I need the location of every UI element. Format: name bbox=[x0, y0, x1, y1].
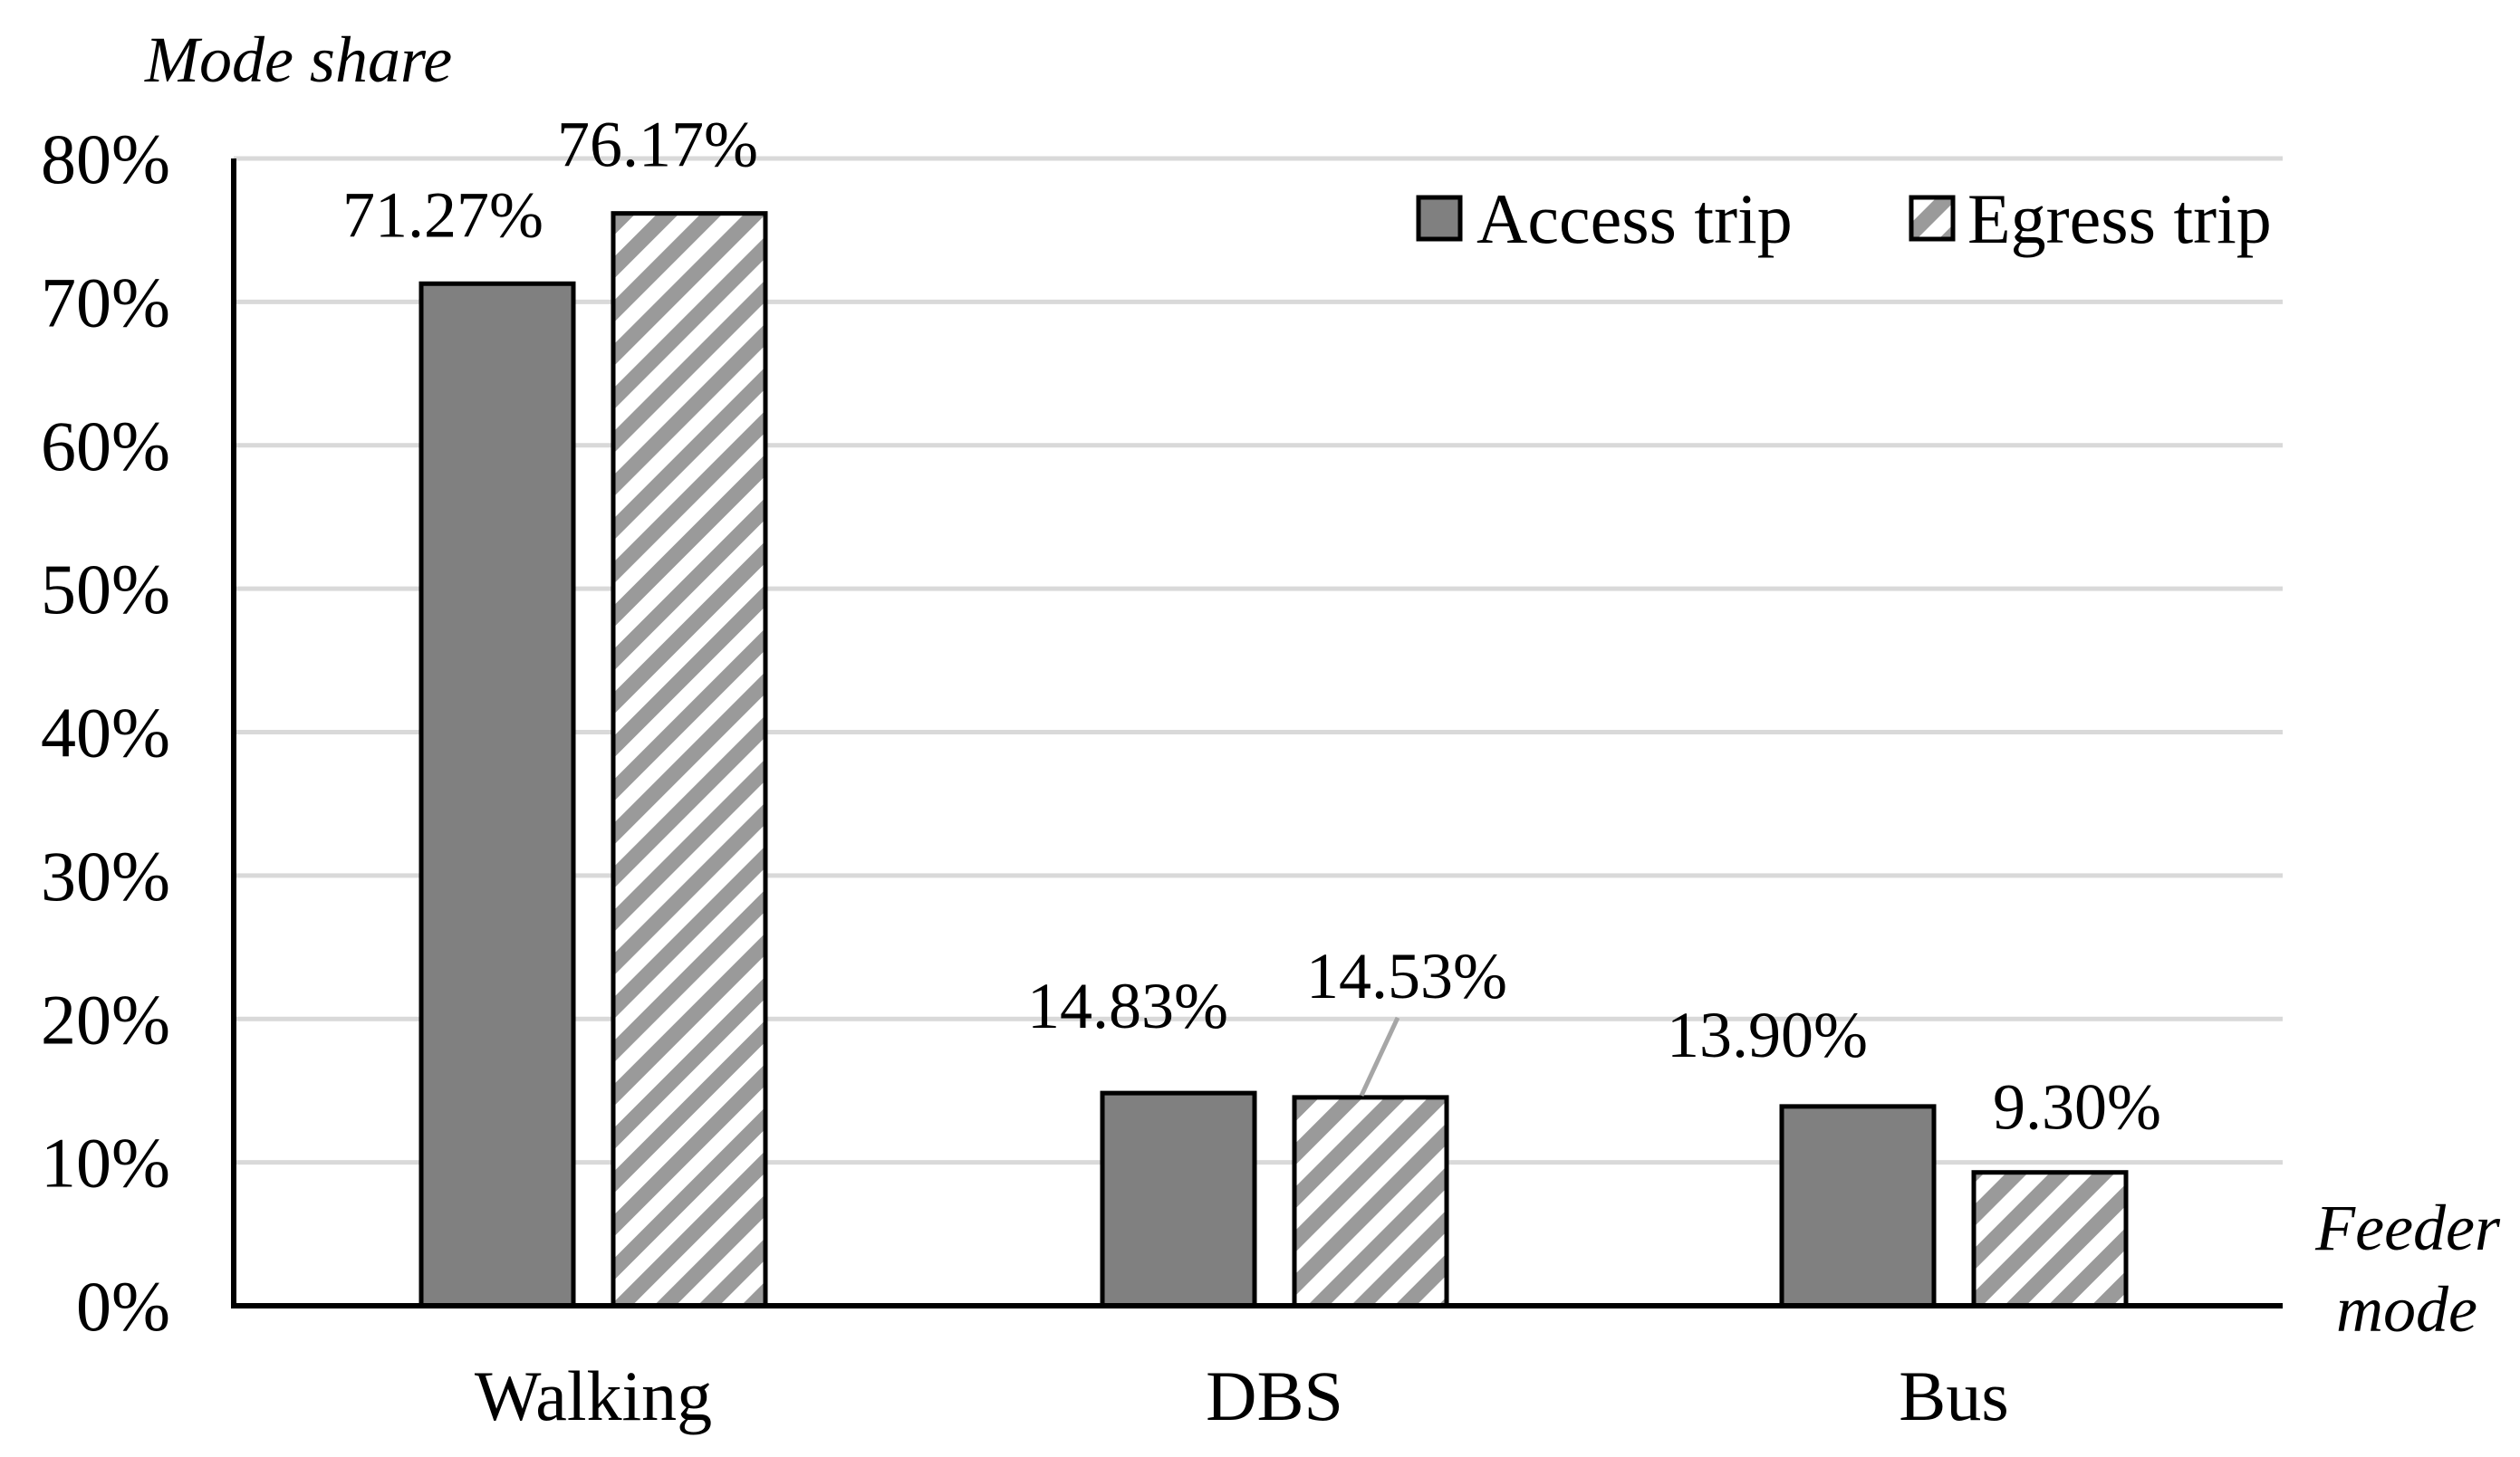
y-tick-label: 80% bbox=[41, 120, 170, 198]
labels: 0% 10% 20% 30% 40% 50% 60% 70% 80% 71.27% 14.83% 13… bbox=[41, 24, 2501, 1435]
data-label-egress-dbs: 14.53% bbox=[1306, 940, 1507, 1012]
bar-access-bus bbox=[1779, 1104, 1937, 1308]
x-tick-label: Bus bbox=[1899, 1356, 2008, 1435]
y-tick-label: 60% bbox=[41, 407, 170, 485]
legend: Access trip Egress trip bbox=[1416, 179, 2272, 258]
legend-label: Egress trip bbox=[1967, 179, 2272, 258]
legend-label: Access trip bbox=[1476, 179, 1793, 258]
bar-access-walking bbox=[418, 281, 576, 1308]
x-axis-title: Feeder mode bbox=[2314, 1192, 2501, 1346]
bar-egress-dbs bbox=[1292, 1095, 1449, 1308]
y-tick-label: 20% bbox=[41, 980, 170, 1059]
data-label-access-walking: 71.27% bbox=[342, 178, 543, 251]
axes bbox=[231, 158, 2283, 1308]
y-tick-label: 0% bbox=[76, 1267, 170, 1346]
bar-access-dbs bbox=[1100, 1090, 1257, 1308]
x-tick-label: Walking bbox=[475, 1356, 712, 1435]
bar-egress-bus bbox=[1971, 1170, 2129, 1308]
bars bbox=[418, 211, 2129, 1308]
x-tick-label: DBS bbox=[1206, 1356, 1343, 1435]
legend-item-egress: Egress trip bbox=[1909, 179, 2272, 258]
data-label-access-bus: 13.90% bbox=[1667, 999, 1868, 1071]
data-label-egress-walking: 76.17% bbox=[557, 109, 758, 181]
data-label-egress-bus: 9.30% bbox=[1993, 1071, 2161, 1144]
y-tick-label: 40% bbox=[41, 694, 170, 772]
leader-line bbox=[1359, 1016, 1400, 1097]
y-axis-title: Mode share bbox=[144, 24, 452, 96]
bar-egress-walking bbox=[611, 211, 768, 1308]
data-label-access-dbs: 14.83% bbox=[1027, 970, 1228, 1042]
legend-item-access: Access trip bbox=[1416, 179, 1793, 258]
y-tick-label: 50% bbox=[41, 550, 170, 628]
legend-swatch bbox=[1416, 195, 1463, 242]
legend-swatch bbox=[1909, 195, 1956, 242]
y-tick-label: 30% bbox=[41, 837, 170, 915]
y-tick-label: 10% bbox=[41, 1124, 170, 1203]
y-tick-label: 70% bbox=[41, 263, 170, 341]
